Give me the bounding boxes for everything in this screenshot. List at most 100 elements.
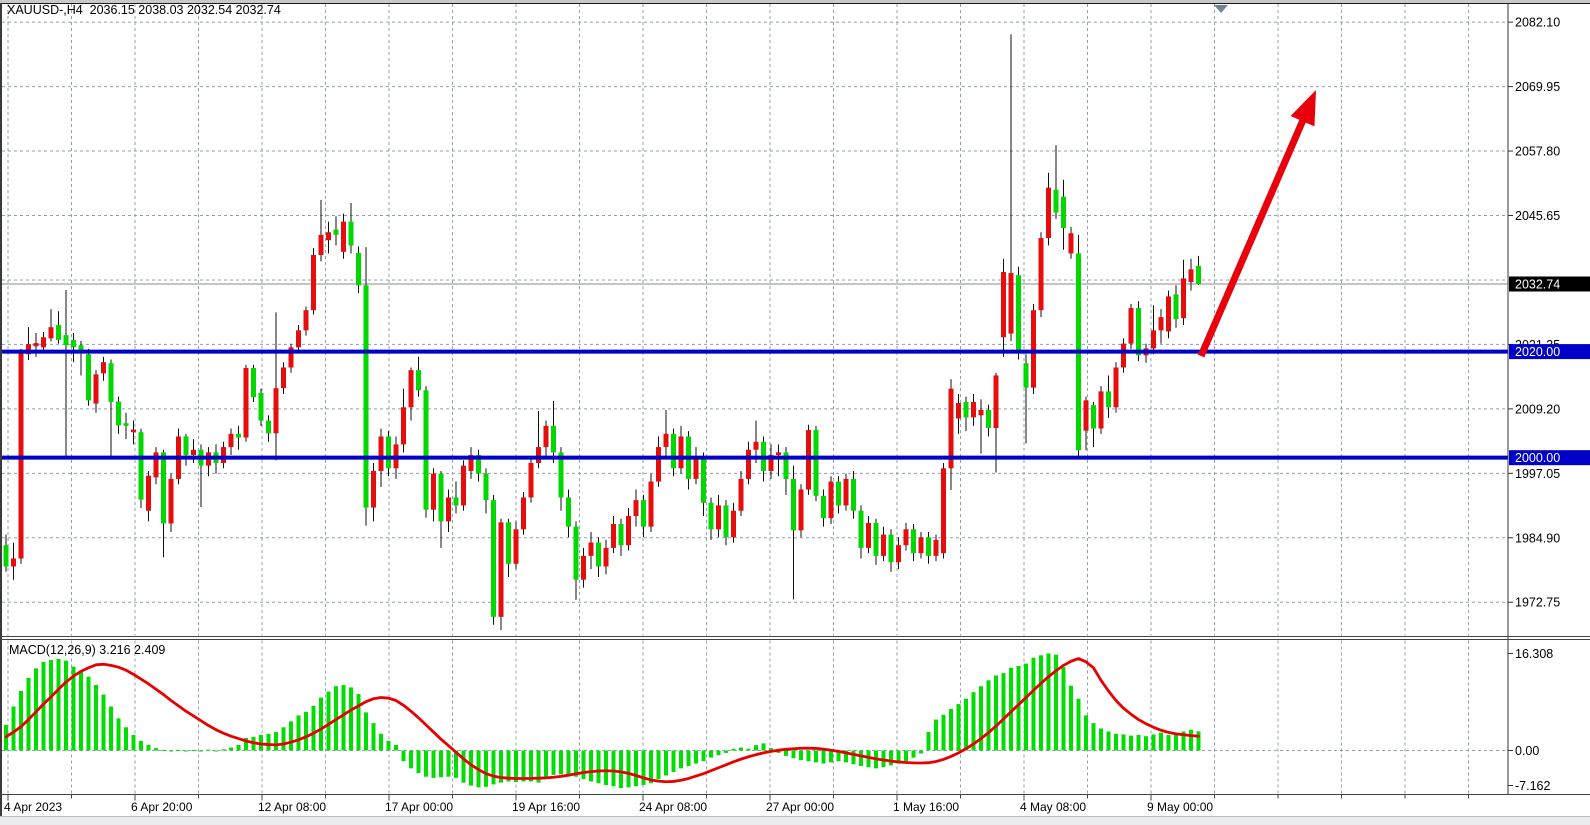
macd-histogram-bar xyxy=(356,693,361,751)
macd-histogram-bar xyxy=(926,732,931,751)
macd-histogram-bar xyxy=(1114,733,1118,751)
bullish-arrow-annotation[interactable] xyxy=(1197,90,1316,358)
candle xyxy=(693,457,699,479)
macd-histogram-bar xyxy=(866,750,871,768)
price-axis[interactable]: 2082.102069.952057.802045.652021.352009.… xyxy=(1508,16,1590,793)
macd-histogram-bar xyxy=(79,671,83,751)
macd-histogram-bar xyxy=(934,719,938,751)
candle xyxy=(491,500,496,617)
candle xyxy=(873,522,879,556)
candle xyxy=(573,526,579,580)
candle xyxy=(1113,367,1119,408)
macd-histogram-bar xyxy=(139,740,143,751)
candle xyxy=(131,429,136,433)
price-axis-label: 2009.20 xyxy=(1515,402,1560,416)
candle xyxy=(146,475,151,511)
candle xyxy=(378,436,384,471)
macd-histogram-bar xyxy=(836,750,841,762)
macd-histogram-bar xyxy=(574,750,578,777)
candle xyxy=(1023,363,1029,388)
candle xyxy=(543,425,549,448)
candle xyxy=(611,523,616,548)
macd-histogram-bar xyxy=(116,718,121,751)
candle xyxy=(56,325,61,340)
candle xyxy=(438,473,444,522)
candle xyxy=(288,347,294,368)
candle xyxy=(498,522,504,617)
macd-histogram-bar xyxy=(326,691,331,751)
candle xyxy=(251,368,256,398)
candle xyxy=(986,409,991,428)
macd-histogram-bar xyxy=(1099,728,1103,751)
macd-histogram-bar xyxy=(176,749,181,751)
macd-histogram-bar xyxy=(919,750,923,754)
candle xyxy=(1158,317,1164,331)
candle xyxy=(236,433,241,438)
macd-histogram-bar xyxy=(536,750,541,783)
price-axis-label: 2057.80 xyxy=(1515,145,1560,159)
candle xyxy=(791,478,796,531)
macd-histogram-bar xyxy=(746,748,751,751)
macd-histogram-bar xyxy=(821,750,826,764)
macd-histogram-bar xyxy=(56,658,61,751)
time-axis-label: 9 May 00:00 xyxy=(1147,800,1213,814)
candle xyxy=(1091,405,1096,429)
price-axis-label: 2069.95 xyxy=(1515,80,1560,94)
macd-histogram-bar xyxy=(904,750,908,762)
macd-histogram-bar xyxy=(851,750,856,765)
candle xyxy=(1001,272,1006,338)
macd-histogram-bar xyxy=(1061,667,1066,751)
candle xyxy=(341,221,346,252)
macd-histogram-bar xyxy=(364,712,368,751)
macd-histogram-bar xyxy=(791,750,796,759)
candle xyxy=(33,343,39,347)
macd-histogram-bar xyxy=(686,750,691,766)
macd-histogram-bar xyxy=(971,692,976,751)
macd-histogram-bar xyxy=(859,750,863,766)
time-axis[interactable]: 4 Apr 2023 6 Apr 20:00 12 Apr 08:00 17 Apr … xyxy=(4,794,1469,815)
candle xyxy=(701,457,706,503)
macd-histogram-bar xyxy=(221,749,226,751)
macd-histogram-bar xyxy=(776,750,781,753)
candle xyxy=(333,229,339,235)
candle xyxy=(896,545,901,563)
time-axis-label: 4 May 08:00 xyxy=(1020,800,1086,814)
candle xyxy=(903,529,909,546)
macd-histogram-bar xyxy=(266,733,271,751)
macd-histogram-bar xyxy=(146,744,151,751)
candle xyxy=(716,505,721,530)
macd-histogram-bar xyxy=(829,750,833,763)
macd-histogram-bar xyxy=(1196,731,1201,751)
candle xyxy=(93,374,99,404)
macd-histogram-bar xyxy=(304,711,308,751)
macd-histogram-bar xyxy=(446,750,451,777)
macd-histogram-bar xyxy=(769,748,773,751)
candle xyxy=(1053,189,1059,213)
macd-histogram-bar xyxy=(11,706,16,751)
macd-histogram-bar xyxy=(1166,735,1171,751)
candle xyxy=(648,481,654,527)
macd-histogram-bar xyxy=(941,714,946,751)
macd-histogram-bar xyxy=(994,675,998,751)
macd-histogram-bar xyxy=(844,750,848,763)
macd-histogram-bar xyxy=(461,750,466,783)
macd-histogram-bar xyxy=(1144,736,1148,751)
macd-histogram-bar xyxy=(619,750,623,788)
price-axis-label: 2045.65 xyxy=(1515,209,1560,223)
candle xyxy=(48,327,54,339)
candle xyxy=(941,468,946,554)
candle xyxy=(1136,308,1141,356)
macd-histogram-bar xyxy=(949,708,953,751)
macd-histogram-bar xyxy=(566,750,571,776)
candle xyxy=(641,500,646,527)
candle xyxy=(866,522,871,548)
macd-histogram-bar xyxy=(394,744,398,751)
window-top-edge xyxy=(0,0,1590,3)
candle xyxy=(768,455,774,471)
chart-shift-marker[interactable] xyxy=(1214,5,1228,13)
time-axis-label: 1 May 16:00 xyxy=(893,800,959,814)
candle xyxy=(1098,391,1104,429)
macd-histogram-bar xyxy=(596,750,601,784)
